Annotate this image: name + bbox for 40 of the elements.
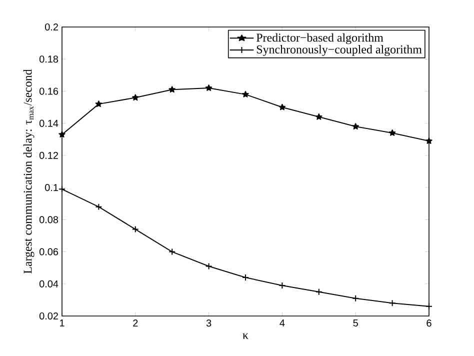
point — [168, 248, 176, 256]
y-tick-label: 0.06 — [39, 248, 58, 256]
point — [315, 288, 322, 296]
point — [242, 274, 249, 281]
x-tick-label: 6 — [426, 320, 432, 327]
y-tick-label: 0.2 — [45, 23, 58, 31]
point — [278, 282, 286, 289]
legend-label: Predictor−based algorithm — [256, 33, 384, 44]
point — [168, 86, 176, 93]
point — [205, 84, 212, 91]
y-tick-label: 0.08 — [39, 216, 58, 224]
point — [426, 138, 432, 144]
y-tick-label: 0.12 — [39, 152, 58, 159]
x-tick-label: 4 — [280, 320, 285, 326]
point — [388, 129, 396, 136]
point — [352, 123, 359, 130]
x-tick-label: 1 — [60, 320, 64, 326]
y-tick-label: 0.02 — [39, 312, 58, 320]
point — [278, 104, 286, 110]
x-tick-label: 3 — [206, 320, 212, 327]
y-tick-label: 0.1 — [45, 184, 58, 192]
point — [132, 94, 139, 101]
point — [58, 131, 66, 138]
point — [316, 113, 322, 120]
point — [388, 300, 396, 307]
y-tick-label: 0.14 — [39, 120, 58, 127]
point — [242, 90, 249, 98]
x-axis-title: κ — [242, 333, 248, 339]
point — [352, 294, 360, 302]
point — [132, 226, 139, 233]
point — [95, 203, 102, 210]
point — [95, 100, 102, 107]
x-tick-label: 5 — [353, 320, 358, 326]
point — [205, 262, 212, 270]
legend-label: Synchronously−coupled algorithm — [256, 45, 422, 56]
y-tick-label: 0.16 — [39, 88, 58, 95]
y-axis-title: Largest communication delay: τ$_{max}$/second — [23, 69, 34, 274]
y-tick-label: 0.04 — [39, 280, 58, 288]
y-tick-label: 0.18 — [39, 56, 58, 63]
x-tick-label: 2 — [133, 320, 138, 326]
